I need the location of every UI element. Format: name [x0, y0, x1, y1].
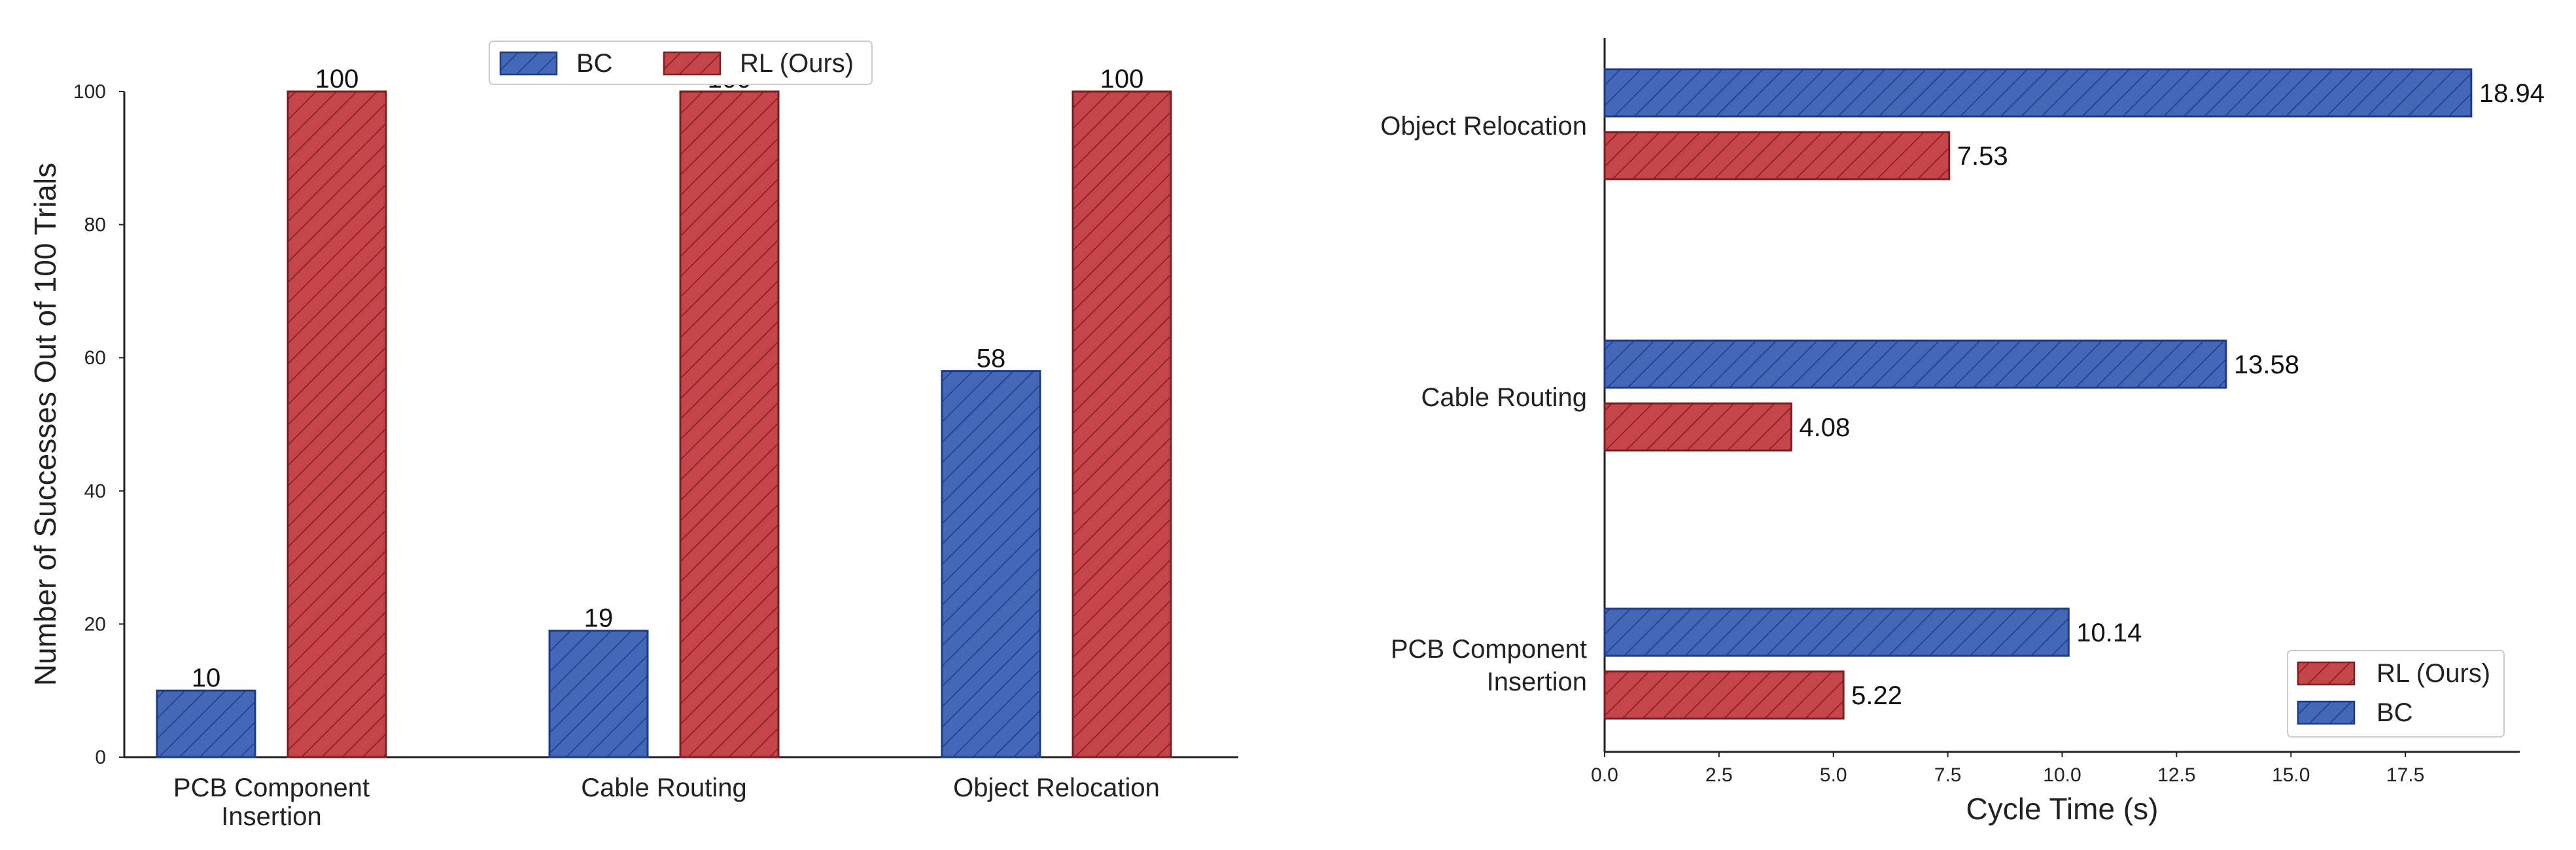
x-tick-label: 12.5: [2157, 764, 2195, 786]
legend: BC RL (Ours): [489, 41, 873, 85]
data-label-rl-ours-object-relocation: 100: [1100, 65, 1144, 94]
bar-bc-cable-routing: [548, 630, 649, 758]
x-tick-label: Object Relocation: [953, 774, 1160, 802]
x-tick-label: 5.0: [1820, 764, 1847, 786]
y-tick-label: 60: [84, 347, 106, 369]
data-label-bc-object-relocation: 58: [977, 345, 1006, 373]
y-tick-label: PCB Component Insertion: [1391, 635, 1587, 696]
x-tick-label: 2.5: [1705, 764, 1733, 786]
bar-rl-ours-pcb-component-insertion: [287, 90, 387, 758]
bar-bc-pcb-component-insertion: [1603, 607, 2070, 657]
x-axis-label: Cycle Time (s): [1966, 792, 2159, 826]
data-label-rl-ours-object-relocation: 7.53: [1957, 142, 2008, 171]
y-tick-label: 100: [73, 81, 106, 103]
legend-label-bc: BC: [576, 49, 613, 78]
y-axis-label: Number of Successes Out of 100 Trials: [28, 163, 62, 686]
bar-rl-ours-object-relocation: [1603, 131, 1951, 180]
data-label-bc-object-relocation: 18.94: [2479, 79, 2545, 108]
bar-bc-object-relocation: [941, 370, 1041, 758]
y-tick-label: 0: [95, 747, 106, 768]
bar-rl-ours-cable-routing: [1603, 402, 1792, 452]
x-tick-label: 17.5: [2386, 764, 2424, 786]
data-label-rl-ours-cable-routing: 4.08: [1799, 413, 1850, 442]
data-label-rl-ours-pcb-component-insertion: 5.22: [1851, 681, 1902, 710]
legend-swatch-bc: [2297, 700, 2356, 725]
y-tick-label: Cable Routing: [1421, 383, 1588, 412]
y-tick-label: Object Relocation: [1380, 112, 1587, 141]
bar-rl-ours-object-relocation: [1071, 90, 1172, 758]
data-label-bc-pcb-component-insertion: 10.14: [2076, 619, 2142, 647]
data-label-bc-cable-routing: 13.58: [2234, 350, 2299, 379]
x-tick-label: Cable Routing: [581, 774, 747, 802]
y-tick-label: 80: [84, 214, 106, 236]
bar-bc-pcb-component-insertion: [156, 689, 256, 758]
legend-swatch-rl-ours: [663, 51, 722, 76]
bar-bc-object-relocation: [1603, 68, 2473, 118]
bar-bc-cable-routing: [1603, 339, 2227, 389]
legend: RL (Ours) BC: [2287, 650, 2505, 738]
legend-label-rl-ours: RL (Ours): [2376, 659, 2490, 688]
x-tick-label: 10.0: [2043, 764, 2081, 786]
x-tick-label: 15.0: [2272, 764, 2310, 786]
legend-label-rl-ours: RL (Ours): [740, 49, 854, 78]
bar-rl-ours-cable-routing: [679, 90, 780, 758]
bar-rl-ours-pcb-component-insertion: [1603, 670, 1845, 720]
data-label-rl-ours-pcb-component-insertion: 100: [315, 65, 359, 94]
y-tick-label: 20: [84, 613, 106, 635]
x-tick-label: 7.5: [1934, 764, 1962, 786]
x-tick-label: 0.0: [1591, 764, 1618, 786]
data-label-bc-pcb-component-insertion: 10: [192, 664, 221, 692]
x-tick-label: PCB Component Insertion: [173, 774, 370, 831]
y-tick-label: 40: [84, 481, 106, 502]
data-label-bc-cable-routing: 19: [584, 604, 614, 633]
legend-label-bc: BC: [2376, 698, 2413, 727]
cycle-time-bar-chart: 0.0 2.5 5.0 7.5 10.0 12.5 15.0 17.5 Cycle Time (…: [1380, 38, 2545, 826]
legend-swatch-bc: [499, 51, 558, 76]
success-bar-chart: 0 20 40 60 80 100 Number of Successes Out of 1…: [28, 41, 1238, 831]
legend-swatch-rl-ours: [2297, 661, 2356, 686]
